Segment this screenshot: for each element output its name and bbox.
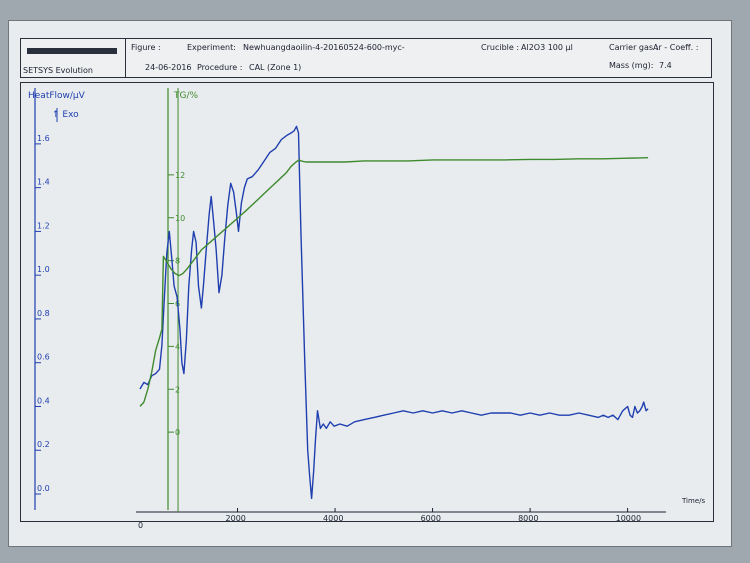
experiment-value: Newhuangdaoilin-4-20160524-600-myc-: [243, 43, 405, 52]
time-tick-label: 4000: [323, 514, 343, 523]
procedure-value: CAL (Zone 1): [249, 63, 302, 72]
header-divider: [125, 39, 126, 77]
exo-indicator: ↑ Exo: [52, 110, 79, 120]
heatflow-series-line: [139, 125, 649, 500]
heatflow-axis-label: HeatFlow/µV: [28, 91, 86, 101]
heatflow-tick-label: 1.0: [37, 265, 50, 274]
time-tick-label: 8000: [518, 514, 538, 523]
time-tick-label: 10000: [616, 514, 641, 523]
date-value: 24-06-2016: [145, 63, 192, 72]
experiment-label: Experiment:: [187, 43, 236, 52]
tg-tick-label: 10: [175, 214, 185, 223]
heatflow-tick-label: 0.8: [37, 309, 50, 318]
heatflow-tick-label: 0.2: [37, 440, 50, 449]
software-name: SETSYS Evolution: [23, 66, 93, 75]
crucible-value: Al2O3 100 µl: [521, 43, 573, 52]
time-tick-label: 2000: [226, 514, 246, 523]
mass-label: Mass (mg):: [609, 61, 654, 70]
heatflow-tick-label: 1.4: [37, 178, 50, 187]
tg-tick-label: 12: [175, 171, 185, 180]
time-axis-label: Time/s: [681, 497, 705, 505]
plot-frame: [20, 82, 714, 522]
logo: [27, 48, 117, 54]
time-tick-label: 0: [138, 521, 143, 530]
heatflow-tick-label: 1.2: [37, 221, 50, 230]
mass-value: 7.4: [659, 61, 672, 70]
tg-axis-label: TG/%: [173, 91, 199, 101]
carrier-label: Carrier gas :: [609, 43, 659, 52]
time-tick-label: 6000: [421, 514, 441, 523]
tg-series-line: [139, 157, 649, 407]
crucible-label: Crucible :: [481, 43, 520, 52]
report-header: SETSYS Evolution Figure : Experiment: Ne…: [20, 38, 712, 78]
heatflow-tick-label: 0.4: [37, 396, 50, 405]
monitor-screen: [8, 20, 732, 547]
heatflow-tick-label: 0.6: [37, 353, 50, 362]
heatflow-tick-label: 0.0: [37, 484, 50, 493]
heatflow-tick-label: 1.6: [37, 134, 50, 143]
carrier-value: Ar - Coeff. :: [653, 43, 699, 52]
figure-label: Figure :: [131, 43, 161, 52]
procedure-label: Procedure :: [197, 63, 243, 72]
